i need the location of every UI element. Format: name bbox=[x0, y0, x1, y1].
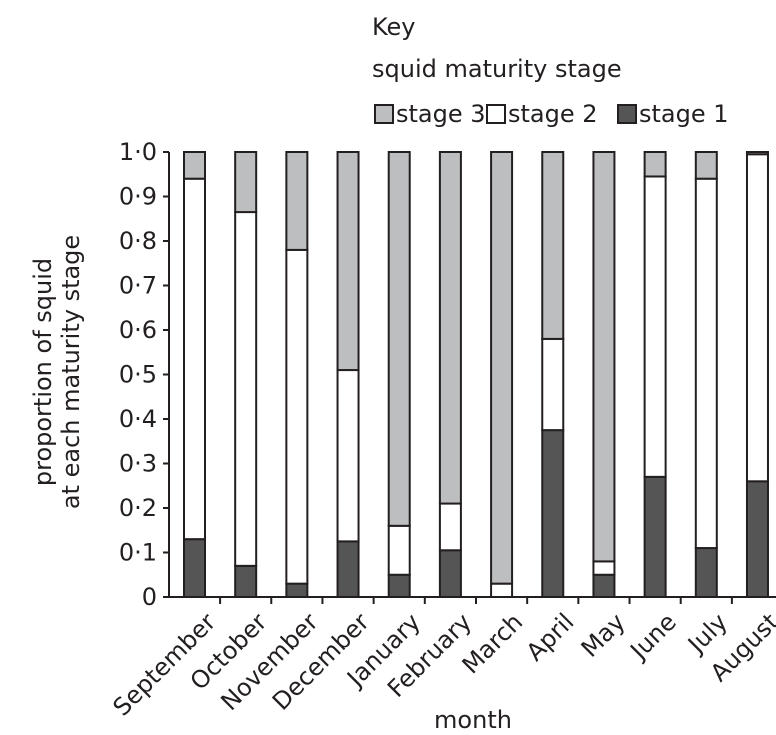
bar-september-stage-3 bbox=[183, 151, 206, 180]
y-tick-label: 1·0 bbox=[119, 138, 157, 166]
bar-august-stage-1 bbox=[745, 480, 769, 598]
y-axis: 0 0·1 0·2 0·3 0·4 0·5 0·6 0·7 0·8 0·9 1·0 bbox=[119, 138, 170, 611]
bar-april-stage-1 bbox=[541, 429, 565, 599]
y-tick-label: 0·2 bbox=[119, 494, 157, 522]
y-tick-label: 0·1 bbox=[119, 539, 157, 567]
legend-title: Key bbox=[372, 13, 416, 41]
y-axis-title-line2: at each maturity stage bbox=[57, 235, 85, 509]
bar-december-stage-2 bbox=[336, 369, 360, 543]
bar-june-stage-3 bbox=[643, 151, 667, 178]
bar-february-stage-2 bbox=[438, 502, 462, 552]
y-tick-label: 0·3 bbox=[119, 450, 157, 478]
y-tick-label: 0·4 bbox=[119, 405, 157, 433]
y-tick-label: 0 bbox=[142, 583, 157, 611]
bar-may-stage-3 bbox=[592, 151, 616, 563]
x-axis: SeptemberOctoberNovemberDecemberJanuaryF… bbox=[108, 596, 776, 721]
bar-november-stage-2 bbox=[285, 248, 309, 585]
legend-label-stage-3: stage 3 bbox=[396, 100, 486, 128]
bar-may-stage-2 bbox=[592, 560, 616, 576]
legend-label-stage-2: stage 2 bbox=[508, 100, 598, 128]
bar-june-stage-1 bbox=[643, 475, 667, 599]
bar-september-stage-1 bbox=[183, 538, 206, 599]
bar-december-stage-1 bbox=[336, 540, 360, 599]
bar-january-stage-2 bbox=[387, 524, 411, 576]
y-tick-label: 0·8 bbox=[119, 227, 157, 255]
bar-january-stage-3 bbox=[387, 151, 411, 527]
legend-swatch-stage-3 bbox=[374, 104, 394, 124]
bar-june-stage-2 bbox=[643, 175, 667, 478]
month-label-june: June bbox=[624, 608, 682, 666]
bar-april-stage-3 bbox=[541, 151, 565, 340]
x-axis-title: month bbox=[434, 706, 512, 734]
y-tick-label: 0·6 bbox=[119, 316, 157, 344]
bar-december-stage-3 bbox=[336, 151, 360, 372]
y-axis-title-line1: proportion of squid bbox=[29, 258, 57, 486]
bar-march-stage-2 bbox=[490, 582, 514, 599]
legend-swatch-stage-2 bbox=[486, 104, 506, 124]
y-tick-label: 0·7 bbox=[119, 272, 157, 300]
bar-july-stage-2 bbox=[694, 177, 718, 550]
y-tick-label: 0·5 bbox=[119, 361, 157, 389]
bar-january-stage-1 bbox=[387, 573, 411, 598]
legend-label-stage-1: stage 1 bbox=[639, 100, 729, 128]
bar-august-stage-2 bbox=[745, 153, 769, 483]
bar-march-stage-3 bbox=[490, 151, 514, 585]
bar-september-stage-2 bbox=[183, 177, 206, 541]
bar-october-stage-2 bbox=[234, 211, 258, 567]
legend: stage 3 stage 2 stage 1 bbox=[374, 100, 729, 128]
month-label-april: April bbox=[521, 608, 580, 667]
bar-november-stage-3 bbox=[285, 151, 309, 251]
bar-february-stage-3 bbox=[438, 151, 462, 505]
bars-group bbox=[183, 151, 769, 599]
y-tick-label: 0·9 bbox=[119, 183, 157, 211]
legend-subtitle: squid maturity stage bbox=[372, 55, 622, 83]
bar-august-stage-3 bbox=[745, 151, 769, 156]
bar-february-stage-1 bbox=[438, 549, 462, 599]
bar-october-stage-3 bbox=[234, 151, 258, 214]
bar-november-stage-1 bbox=[285, 582, 309, 599]
y-axis-title: proportion of squid at each maturity sta… bbox=[29, 235, 85, 509]
bar-july-stage-1 bbox=[694, 547, 718, 598]
bar-may-stage-1 bbox=[592, 573, 616, 598]
bar-april-stage-2 bbox=[541, 337, 565, 432]
month-label-may: May bbox=[576, 608, 631, 663]
legend-swatch-stage-1 bbox=[617, 104, 637, 124]
bar-july-stage-3 bbox=[694, 151, 718, 180]
bar-october-stage-1 bbox=[234, 564, 258, 598]
